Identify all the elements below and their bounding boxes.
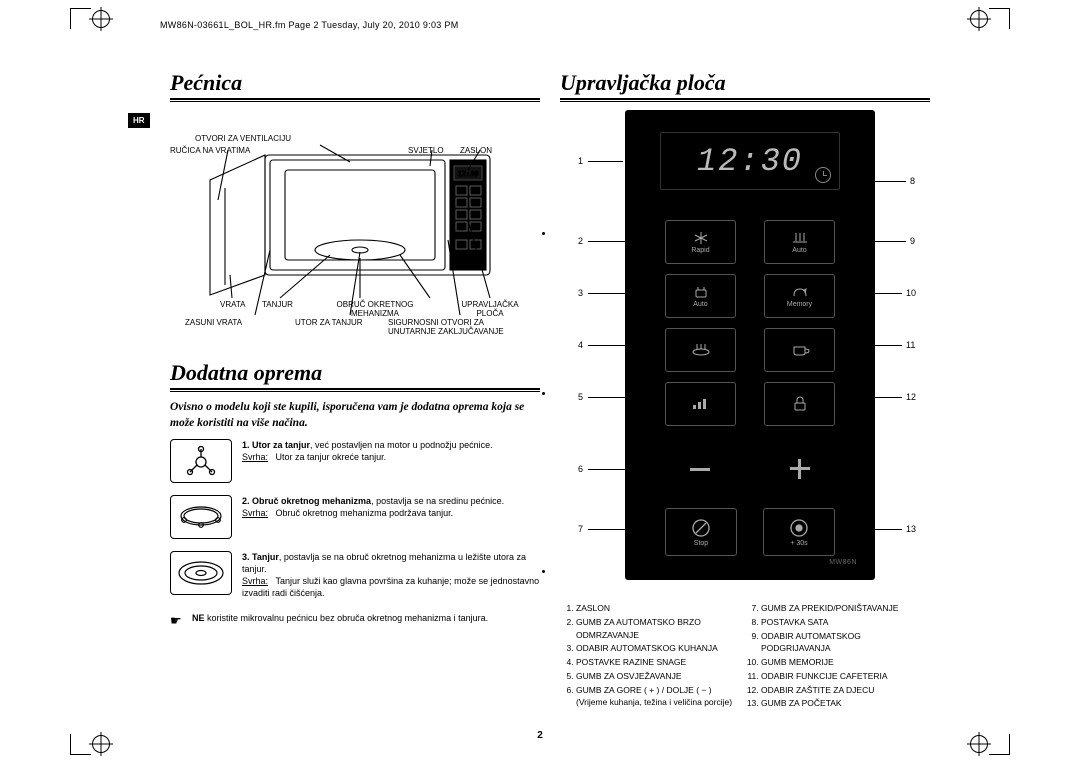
legend-item: GUMB ZA GORE ( + ) / DOLJE ( − ) (Vrijem… — [576, 684, 745, 710]
clock-icon — [815, 167, 831, 183]
legend-item: ODABIR FUNKCIJE CAFETERIA — [761, 670, 930, 683]
warning-note: ☛ NE koristite mikrovalnu pećnicu bez ob… — [170, 612, 540, 630]
svg-text:12:30: 12:30 — [457, 170, 478, 178]
legend-item: GUMB ZA OSVJEŽAVANJE — [576, 670, 745, 683]
oven-diagram: 12:30 — [170, 110, 530, 320]
legend-item: POSTAVKA SATA — [761, 616, 930, 629]
callout-4: 4 — [578, 340, 583, 350]
rapid-defrost-button[interactable]: Rapid — [665, 220, 736, 264]
callout-2: 2 — [578, 236, 583, 246]
crop-mark — [989, 734, 1010, 755]
accessory-row: 1. Utor za tanjur, već postavljen na mot… — [170, 439, 540, 483]
down-button[interactable] — [665, 452, 735, 488]
memory-button[interactable]: Memory — [764, 274, 835, 318]
crop-mark — [70, 734, 91, 755]
legend: ZASLON GUMB ZA AUTOMATSKO BRZO ODMRZAVAN… — [560, 602, 930, 711]
registration-mark — [970, 10, 988, 28]
legend-item: GUMB ZA PREKID/PONIŠTAVANJE — [761, 602, 930, 615]
label-coupler: UTOR ZA TANJUR — [295, 318, 363, 327]
callout-1: 1 — [578, 156, 583, 166]
callout-3: 3 — [578, 288, 583, 298]
language-tag: HR — [128, 113, 150, 128]
legend-item: ODABIR AUTOMATSKOG KUHANJA — [576, 642, 745, 655]
header-line: MW86N-03661L_BOL_HR.fm Page 2 Tuesday, J… — [160, 20, 459, 30]
child-lock-button[interactable] — [764, 382, 835, 426]
separator-dot — [542, 570, 545, 573]
accessory-row: 3. Tanjur, postavlja se na obruč okretno… — [170, 551, 540, 600]
display-time: 12:30 — [697, 143, 803, 180]
callout-8: 8 — [910, 176, 915, 186]
callout-12: 12 — [906, 392, 916, 402]
legend-item: ODABIR ZAŠTITE ZA DJECU — [761, 684, 930, 697]
deodorize-button[interactable] — [665, 328, 736, 372]
crop-mark — [70, 8, 91, 29]
control-panel-figure: 12:30 Rapid Auto Auto Memory — [560, 110, 930, 590]
callout-13: 13 — [906, 524, 916, 534]
separator-dot — [542, 392, 545, 395]
legend-item: ODABIR AUTOMATSKOG PODGRIJAVANJA — [761, 630, 930, 656]
crop-mark — [989, 8, 1010, 29]
label-display: ZASLON — [460, 146, 492, 155]
legend-item: GUMB ZA AUTOMATSKO BRZO ODMRZAVANJE — [576, 616, 745, 642]
registration-mark — [92, 10, 110, 28]
start-button[interactable]: + 30s — [763, 508, 835, 556]
label-panel: UPRAVLJAČKA PLOČA — [450, 300, 530, 318]
label-vent: OTVORI ZA VENTILACIJU — [195, 134, 291, 143]
turntable-icon — [170, 551, 232, 595]
accessory-row: 2. Obruč okretnog mehanizma, postavlja s… — [170, 495, 540, 539]
section-title-panel: Upravljačka ploča — [560, 70, 930, 96]
label-safety: SIGURNOSNI OTVORI ZA UNUTARNJE ZAKLJUČAV… — [388, 318, 528, 336]
auto-cook-button[interactable]: Auto — [665, 274, 736, 318]
section-title-accessories: Dodatna oprema — [170, 360, 540, 386]
registration-mark — [970, 735, 988, 753]
display: 12:30 — [660, 132, 840, 190]
label-door: VRATA — [220, 300, 245, 309]
separator-dot — [542, 232, 545, 235]
legend-item: ZASLON — [576, 602, 745, 615]
callout-5: 5 — [578, 392, 583, 402]
callout-11: 11 — [906, 340, 915, 350]
accessories-intro: Ovisno o modelu koji ste kupili, isporuč… — [170, 400, 540, 431]
auto-reheat-button[interactable]: Auto — [764, 220, 835, 264]
label-handle: RUČICA NA VRATIMA — [170, 146, 250, 155]
coupler-icon — [170, 439, 232, 483]
pointer-icon: ☛ — [170, 612, 192, 630]
legend-item: GUMB ZA POČETAK — [761, 697, 930, 710]
label-light: SVJETLO — [408, 146, 444, 155]
callout-6: 6 — [578, 464, 583, 474]
legend-item: GUMB MEMORIJE — [761, 656, 930, 669]
roller-ring-icon — [170, 495, 232, 539]
power-level-button[interactable] — [665, 382, 736, 426]
up-button[interactable] — [765, 452, 835, 488]
section-title-oven: Pećnica — [170, 70, 540, 96]
label-latches: ZASUNI VRATA — [185, 318, 242, 327]
label-plate: TANJUR — [262, 300, 293, 309]
model-label: MW86N — [829, 559, 857, 566]
callout-7: 7 — [578, 524, 583, 534]
registration-mark — [92, 735, 110, 753]
callout-10: 10 — [906, 288, 916, 298]
legend-item: POSTAVKE RAZINE SNAGE — [576, 656, 745, 669]
callout-9: 9 — [910, 236, 915, 246]
label-ring: OBRUČ OKRETNOG MEHANIZMA — [330, 300, 420, 318]
cafeteria-button[interactable] — [764, 328, 835, 372]
page-number: 2 — [537, 730, 543, 741]
stop-button[interactable]: Stop — [665, 508, 737, 556]
